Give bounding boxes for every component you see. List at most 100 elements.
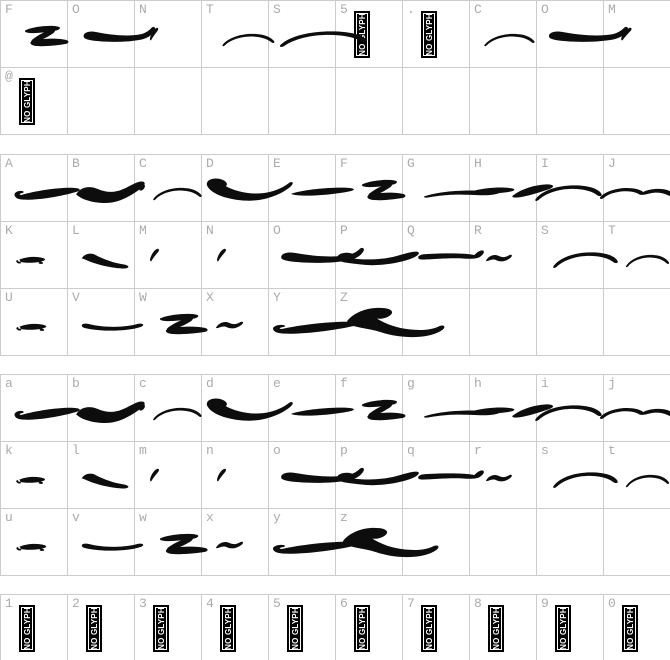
glyph-cell-upper-v: V [68,289,144,356]
glyph-cell-upper-n: N [135,1,202,68]
cell-label: 9 [541,596,549,611]
empty-cell [403,68,470,135]
no-glyph-badge: NO GLYPH [153,605,169,652]
glyph-cell-t: t [604,442,670,509]
glyph-cell-i: i [535,375,604,442]
cell-label: N [206,223,214,238]
cell-label: Y [273,290,281,305]
glyph-cell-0: 0 NO GLYPH [604,595,670,660]
no-glyph-badge: NO GLYPH [354,605,370,652]
glyph-cell-at: @ NO GLYPH [1,68,68,135]
arc-tail-swash-glyph [600,408,670,419]
glyph-cell-upper-c: C [135,155,202,222]
no-glyph-badge: NO GLYPH [19,78,35,125]
glyph-cell-v: v [68,509,144,576]
glyph-cell-3: 3 NO GLYPH [135,595,202,660]
cell-label: w [139,510,147,525]
no-glyph-badge-text: NO GLYPH [22,607,32,650]
cell-label: P [340,223,348,238]
glyph-cell-r: r [470,442,537,509]
cell-label: O [72,2,80,17]
no-glyph-badge: NO GLYPH [421,11,437,58]
cell-label: d [206,376,214,391]
cell-label: L [72,223,80,238]
cell-label: T [608,223,616,238]
cell-label: E [273,156,281,171]
cell-label: D [206,156,214,171]
cell-label: O [541,2,549,17]
no-glyph-badge: NO GLYPH [622,605,638,652]
cell-label: s [541,443,549,458]
digits-section: 1 NO GLYPH 2 NO GLYPH 3 NO GLYPH 4 NO GLYPH 5 NO … [0,594,670,660]
arc-swash-glyph [153,407,202,421]
glyph-cell-upper-c: C [470,1,537,68]
glyph-cell-f: f [336,375,406,442]
cell-label: C [474,2,482,17]
cell-label: 0 [608,596,616,611]
small-hook-swash-glyph [16,256,46,264]
empty-cell [403,509,470,576]
empty-cell [403,289,470,356]
cell-label: x [206,510,214,525]
arc-swash-glyph [625,474,670,488]
glyph-row: @ NO GLYPH [1,68,670,135]
glyph-cell-q: q [403,442,484,509]
small-hook-swash-glyph [16,543,47,551]
cell-label: B [72,156,80,171]
cell-label: l [72,443,80,458]
glyph-cell-a: a [1,375,80,442]
cell-label: F [5,2,13,17]
glyph-cell-4: 4 NO GLYPH [202,595,269,660]
cell-label: 3 [139,596,147,611]
cell-label: K [5,223,13,238]
glyph-cell-upper-e: E [269,155,354,222]
glyph-cell-upper-k: K [1,222,68,289]
cell-label: H [474,156,482,171]
glyph-cell-u: u [1,509,68,576]
arc-bold-swash-glyph [535,405,602,421]
glyph-cell-upper-o: O [537,1,628,68]
tick-swash-glyph [150,468,160,482]
glyph-cell-e: e [269,375,354,442]
glyph-cell-upper-b: B [68,155,145,222]
glyph-cell-s: s [537,442,618,509]
glyph-cell-period: . NO GLYPH [403,1,470,68]
glyph-row: U V W X Y Z [1,289,670,356]
glyph-cell-upper-r: R [470,222,537,289]
cell-label: V [72,290,80,305]
cell-label: X [206,290,214,305]
cell-label: J [608,156,616,171]
glyph-cell-upper-z: Z [336,289,445,356]
glyph-cell-upper-a: A [1,155,80,222]
no-glyph-badge: NO GLYPH [19,605,35,652]
empty-cell [135,68,202,135]
no-glyph-badge: NO GLYPH [421,605,437,652]
wave-small-swash-glyph [215,541,244,549]
glyph-cell-upper-j: J [600,155,670,222]
empty-cell [68,68,135,135]
arc-swash-glyph [625,254,670,268]
tick-swash-glyph [149,27,159,41]
glyph-cell-x: x [202,509,269,576]
empty-cell [604,509,670,576]
glyph-cell-upper-t: T [604,222,670,289]
glyph-cell-9: 9 NO GLYPH [537,595,604,660]
glyph-cell-upper-s: S [269,1,367,68]
cell-label: 1 [5,596,13,611]
cell-label: O [273,223,281,238]
cell-label: o [273,443,281,458]
no-glyph-badge-text: NO GLYPH [625,607,635,650]
cell-label: 8 [474,596,482,611]
cell-label: Q [407,223,415,238]
cell-label: g [407,376,415,391]
glyph-cell-upper-m: M [135,222,202,289]
cell-label: A [5,156,13,171]
glyph-cell-c: c [135,375,202,442]
glyph-cell-1: 1 NO GLYPH [1,595,68,660]
cell-label: a [5,376,13,391]
wave-small-swash-glyph [485,474,512,482]
cell-label: 5 [273,596,281,611]
glyph-cell-5: 5 NO GLYPH [336,1,403,68]
wave-small-swash-glyph [485,254,512,262]
glyph-cell-upper-l: L [68,222,135,289]
